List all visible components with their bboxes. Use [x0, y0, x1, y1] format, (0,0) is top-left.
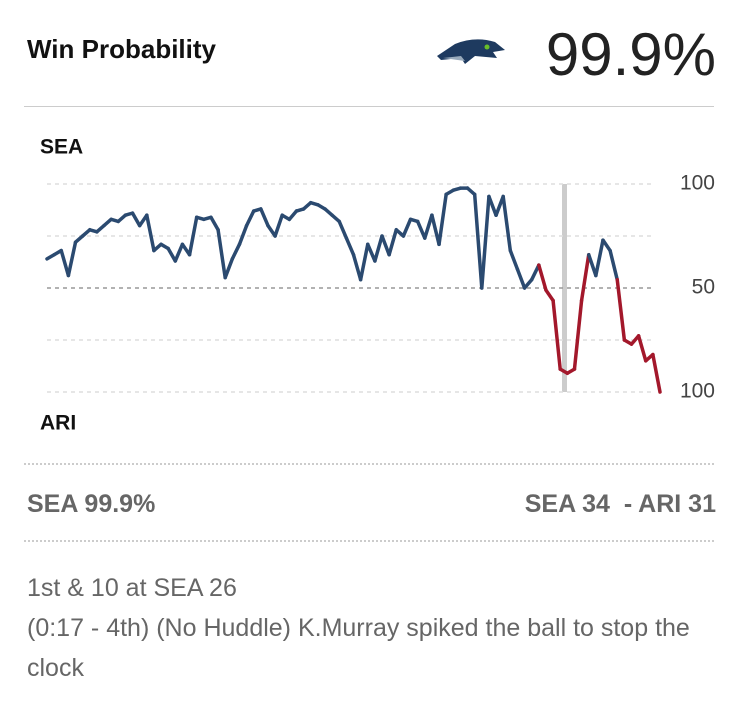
title: Win Probability	[27, 34, 216, 64]
line-segment	[337, 219, 349, 240]
line-segment	[437, 192, 448, 247]
play-description: (0:17 - 4th) (No Huddle) K.Murray spiked…	[27, 614, 690, 682]
line-segment	[130, 211, 142, 228]
line-segment	[351, 252, 363, 282]
line-segment	[259, 207, 270, 228]
footer-score: SEA 34 - ARI 31	[524, 490, 716, 518]
line-segment	[244, 209, 256, 228]
line-segment	[572, 298, 584, 371]
play-info: 1st & 10 at SEA 26 (0:17 - 4th) (No Hudd…	[27, 568, 717, 688]
line-segment	[237, 223, 249, 247]
line-segment	[586, 252, 598, 278]
play-down: 1st & 10 at SEA 26	[27, 574, 237, 602]
line-segment	[551, 298, 562, 371]
line-segment	[216, 228, 227, 280]
line-segment	[487, 194, 498, 217]
line-segment	[594, 238, 605, 278]
line-segment	[380, 234, 391, 257]
bottom-team-label: ARI	[40, 412, 76, 435]
line-segment	[579, 252, 591, 303]
team-logo	[437, 39, 505, 64]
separator	[24, 106, 714, 107]
line-segment	[358, 242, 370, 282]
line-segment	[430, 213, 441, 247]
line-segment	[66, 240, 78, 278]
line-segment	[187, 215, 199, 257]
line-segment	[273, 213, 284, 238]
win-probability-value: 99.9%	[545, 21, 716, 88]
line-segment	[287, 209, 299, 222]
line-segment	[472, 192, 484, 290]
line-segment	[508, 248, 520, 272]
separator	[24, 540, 714, 542]
line-segment	[615, 277, 627, 342]
line-segment	[173, 242, 185, 263]
line-segment	[544, 288, 555, 303]
line-segment	[608, 248, 619, 282]
line-segment	[501, 194, 513, 253]
line-segment	[366, 242, 377, 263]
line-segment	[209, 215, 220, 232]
line-segment	[522, 277, 534, 290]
line-segment	[480, 194, 491, 290]
footer-probability: SEA 99.9%	[27, 490, 156, 518]
line-segment	[651, 352, 662, 394]
line-segment	[166, 246, 178, 263]
line-segment	[529, 263, 541, 282]
line-segment	[59, 248, 71, 278]
line-segment	[387, 228, 399, 257]
line-segment	[401, 217, 413, 238]
line-segment	[537, 263, 548, 292]
line-segment	[344, 236, 356, 257]
line-segment	[601, 238, 612, 253]
line-segment	[415, 219, 427, 240]
separator	[24, 463, 714, 465]
line-segment	[373, 234, 384, 263]
line-segment	[223, 257, 235, 280]
line-segment	[423, 213, 434, 240]
line-segment	[145, 213, 156, 253]
line-segment	[636, 334, 648, 363]
y-tick-label: 50	[692, 276, 715, 299]
y-tick-label: 100	[680, 172, 715, 195]
chart: SEA ARI 100 50 100	[40, 136, 715, 435]
top-team-label: SEA	[40, 136, 83, 159]
y-tick-label: 100	[680, 380, 715, 403]
line-segment	[515, 267, 527, 290]
line-segment	[230, 242, 242, 261]
current-play-marker	[562, 184, 567, 392]
